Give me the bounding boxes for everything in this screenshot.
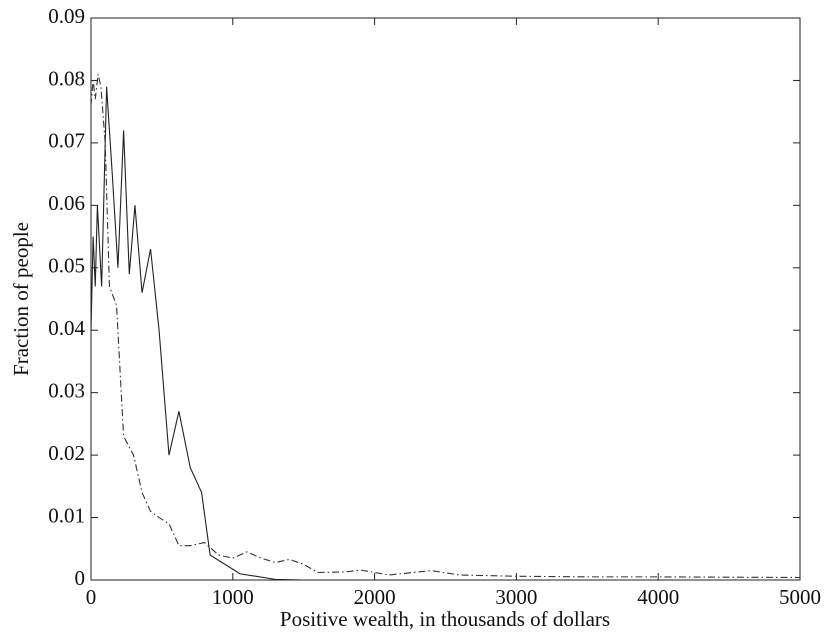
x-axis-label: Positive wealth, in thousands of dollars bbox=[280, 607, 610, 631]
y-tick-label: 0.01 bbox=[48, 503, 85, 527]
x-tick-label: 3000 bbox=[495, 585, 537, 609]
plot-frame bbox=[90, 17, 801, 581]
y-tick-label: 0 bbox=[75, 566, 86, 590]
x-tick-label: 4000 bbox=[637, 585, 679, 609]
x-tick-label: 1000 bbox=[212, 585, 254, 609]
y-axis-label: Fraction of people bbox=[9, 222, 33, 376]
y-tick-label: 0.08 bbox=[48, 66, 85, 90]
y-tick-label: 0.05 bbox=[48, 254, 85, 278]
y-tick-label: 0.03 bbox=[48, 378, 85, 402]
y-tick-label: 0.09 bbox=[48, 4, 85, 28]
y-tick-label: 0.02 bbox=[48, 441, 85, 465]
data-line bbox=[90, 86, 800, 581]
x-tick-label: 5000 bbox=[779, 585, 821, 609]
y-tick-label: 0.04 bbox=[48, 316, 85, 340]
y-tick-label: 0.07 bbox=[48, 129, 85, 153]
y-tick-label: 0.06 bbox=[48, 191, 85, 215]
x-tick-label: 0 bbox=[86, 585, 97, 609]
x-tick-label: 2000 bbox=[354, 585, 396, 609]
data-line bbox=[90, 74, 801, 579]
